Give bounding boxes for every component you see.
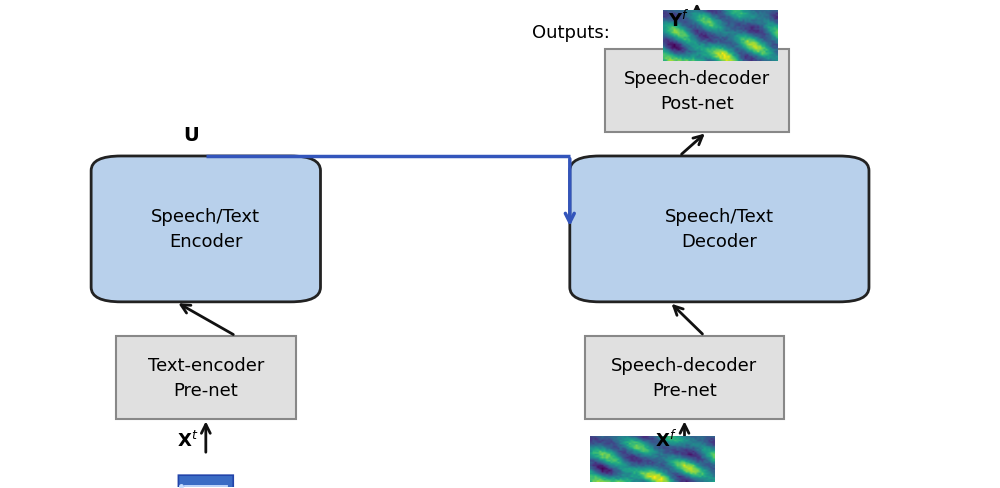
FancyBboxPatch shape [570, 157, 869, 302]
Text: $\mathbf{X}^t$: $\mathbf{X}^t$ [177, 430, 199, 450]
FancyBboxPatch shape [585, 336, 784, 419]
Text: Speech-decoder
Post-net: Speech-decoder Post-net [624, 70, 770, 113]
Text: Speech/Text
Decoder: Speech/Text Decoder [665, 208, 774, 251]
Text: Outputs:: Outputs: [532, 24, 610, 42]
Text: Speech/Text
Encoder: Speech/Text Encoder [151, 208, 260, 251]
Text: $\mathbf{X}^f$: $\mathbf{X}^f$ [655, 428, 678, 449]
Text: Text-encoder
Pre-net: Text-encoder Pre-net [148, 356, 264, 399]
Text: $\mathbf{U}$: $\mathbf{U}$ [183, 125, 199, 144]
FancyBboxPatch shape [116, 336, 296, 419]
Text: Speech-decoder
Pre-net: Speech-decoder Pre-net [611, 356, 758, 399]
FancyBboxPatch shape [605, 50, 789, 132]
FancyBboxPatch shape [91, 157, 320, 302]
Text: $\mathbf{Y}^f$: $\mathbf{Y}^f$ [668, 9, 690, 30]
Polygon shape [178, 475, 233, 488]
